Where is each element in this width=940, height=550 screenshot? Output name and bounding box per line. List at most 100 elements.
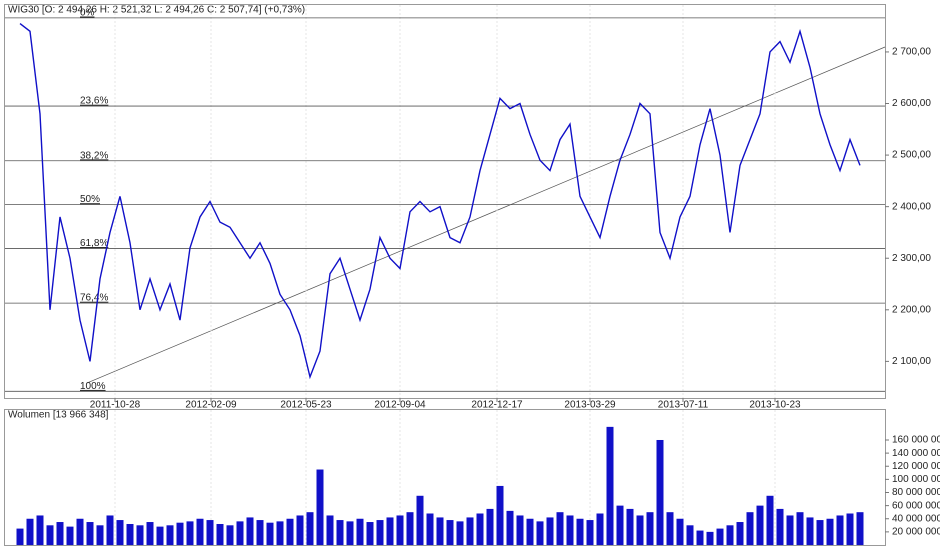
volume-bar — [696, 530, 704, 545]
volume-bar — [36, 515, 44, 545]
volume-bar — [356, 518, 364, 545]
volume-bar — [106, 515, 114, 545]
volume-bar — [146, 522, 154, 545]
volume-bar — [536, 521, 544, 545]
volume-bar — [436, 517, 444, 545]
volume-bar — [606, 426, 614, 545]
y-tick-label: 2 200,00 — [892, 304, 931, 315]
volume-bar — [156, 526, 164, 545]
volume-bar — [16, 528, 24, 545]
y-tick-label: 120 000 000 — [892, 461, 940, 472]
y-tick-label: 140 000 000 — [892, 448, 940, 459]
volume-bar — [766, 495, 774, 545]
volume-bar — [476, 513, 484, 545]
volume-bar — [786, 515, 794, 545]
volume-bar — [746, 512, 754, 545]
volume-bar — [516, 515, 524, 545]
volume-bar — [286, 518, 294, 545]
volume-bar — [246, 517, 254, 545]
volume-bar — [566, 515, 574, 545]
fib-label: 23,6% — [80, 96, 108, 107]
fib-label: 100% — [80, 381, 106, 392]
volume-bar — [406, 512, 414, 545]
volume-bar — [176, 522, 184, 545]
volume-bar — [336, 520, 344, 545]
x-tick-label: 2012-12-17 — [471, 400, 523, 411]
volume-bar — [816, 520, 824, 545]
volume-bar — [646, 512, 654, 545]
volume-bar — [656, 439, 664, 545]
volume-title: Wolumen [13 966 348] — [8, 410, 109, 421]
volume-bar — [486, 508, 494, 545]
volume-bar — [546, 517, 554, 545]
volume-bar — [496, 485, 504, 545]
volume-bar — [196, 518, 204, 545]
volume-bar — [316, 469, 324, 545]
fib-label: 76,4% — [80, 293, 108, 304]
x-tick-label: 2013-03-29 — [564, 400, 616, 411]
x-tick-label: 2012-05-23 — [280, 400, 332, 411]
fib-label: 50% — [80, 194, 100, 205]
volume-bar — [616, 505, 624, 545]
x-tick-label: 2012-09-04 — [374, 400, 426, 411]
fib-label: 38,2% — [80, 150, 108, 161]
volume-bar — [296, 515, 304, 545]
volume-bar — [116, 520, 124, 545]
volume-bar — [66, 526, 74, 545]
volume-bar — [426, 513, 434, 545]
x-tick-label: 2013-07-11 — [658, 400, 709, 411]
volume-bar — [776, 508, 784, 545]
volume-bar — [796, 512, 804, 545]
volume-bar — [236, 521, 244, 545]
y-tick-label: 40 000 000 — [892, 513, 940, 524]
volume-bar — [386, 517, 394, 545]
volume-bar — [126, 523, 134, 545]
y-tick-label: 2 100,00 — [892, 356, 931, 367]
price-title: WIG30 [O: 2 494,26 H: 2 521,32 L: 2 494,… — [8, 5, 305, 16]
volume-bar — [46, 525, 54, 545]
volume-bar — [846, 513, 854, 545]
volume-bar — [366, 522, 374, 545]
volume-bar — [136, 525, 144, 545]
volume-bar — [856, 512, 864, 545]
x-tick-label: 2011-10-28 — [90, 400, 141, 411]
volume-bar — [446, 520, 454, 545]
volume-bar — [736, 522, 744, 545]
volume-panel — [4, 409, 886, 546]
volume-bar — [266, 522, 274, 545]
volume-bar — [96, 525, 104, 545]
y-tick-label: 100 000 000 — [892, 474, 940, 485]
volume-bar — [186, 521, 194, 545]
volume-bar — [56, 522, 64, 545]
volume-bar — [376, 520, 384, 545]
price-line — [19, 23, 861, 380]
y-tick-label: 2 700,00 — [892, 47, 931, 58]
x-tick-label: 2012-02-09 — [185, 400, 237, 411]
y-tick-label: 2 500,00 — [892, 150, 931, 161]
volume-bar — [466, 517, 474, 545]
volume-bar — [26, 518, 34, 545]
volume-bar — [576, 518, 584, 545]
volume-bar — [716, 528, 724, 545]
volume-bar — [686, 525, 694, 545]
volume-bar — [326, 515, 334, 545]
volume-bar — [456, 521, 464, 545]
volume-bar — [756, 505, 764, 545]
volume-bar — [836, 515, 844, 545]
x-tick-label: 2013-10-23 — [749, 400, 801, 411]
volume-bar — [556, 512, 564, 545]
volume-bar — [806, 517, 814, 545]
volume-bar — [216, 523, 224, 545]
y-tick-label: 160 000 000 — [892, 435, 940, 446]
price-panel — [4, 4, 886, 399]
volume-bar — [626, 508, 634, 545]
y-tick-label: 80 000 000 — [892, 487, 940, 498]
volume-bar — [256, 520, 264, 545]
y-tick-label: 2 400,00 — [892, 201, 931, 212]
volume-bar — [826, 518, 834, 545]
volume-bar — [636, 515, 644, 545]
volume-bar — [306, 512, 314, 545]
volume-bar — [586, 520, 594, 545]
volume-bar — [416, 495, 424, 545]
y-tick-label: 2 300,00 — [892, 253, 931, 264]
